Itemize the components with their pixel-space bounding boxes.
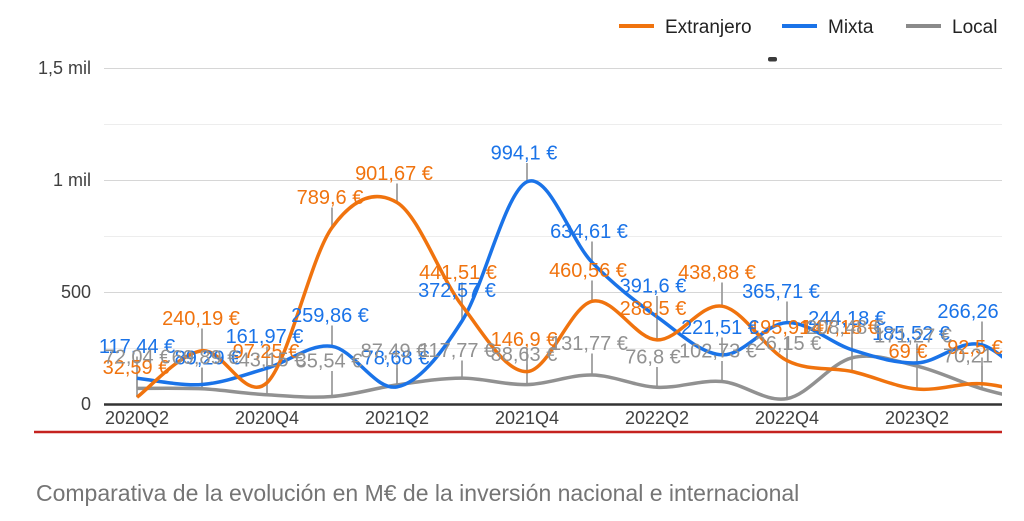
svg-text:438,88 €: 438,88 € [678, 262, 756, 284]
svg-text:69 €: 69 € [889, 341, 928, 363]
svg-text:240,19 €: 240,19 € [162, 308, 240, 330]
svg-text:70,21: 70,21 [943, 346, 993, 368]
svg-text:92,5 €: 92,5 € [947, 337, 1003, 359]
svg-text:391,6 €: 391,6 € [620, 276, 687, 298]
svg-text:97,25 €: 97,25 € [233, 341, 300, 363]
svg-text:2020Q4: 2020Q4 [235, 408, 299, 428]
svg-text:117,77 €: 117,77 € [419, 340, 495, 362]
svg-text:1,5 mil: 1,5 mil [38, 58, 91, 78]
svg-text:Extranjero: Extranjero [665, 17, 752, 38]
svg-text:244,18 €: 244,18 € [808, 308, 886, 330]
svg-text:26,15 €: 26,15 € [755, 333, 822, 355]
svg-text:43,15 €: 43,15 € [239, 350, 306, 372]
svg-text:185,52 €: 185,52 € [872, 323, 950, 345]
svg-text:Mixta: Mixta [828, 17, 874, 38]
svg-text:146,9 €: 146,9 € [491, 329, 558, 351]
svg-text:2023Q2: 2023Q2 [885, 408, 949, 428]
svg-text:221,51 €: 221,51 € [681, 317, 759, 339]
svg-text:2022Q2: 2022Q2 [625, 408, 689, 428]
svg-text:901,67 €: 901,67 € [355, 163, 433, 185]
svg-text:78,68 €: 78,68 € [363, 348, 430, 370]
svg-text:634,61 €: 634,61 € [550, 221, 628, 243]
svg-text:2020Q2: 2020Q2 [105, 408, 169, 428]
svg-text:72,04 €: 72,04 € [104, 347, 171, 369]
svg-text:87,49 €: 87,49 € [361, 341, 428, 363]
svg-text:69,89 €: 69,89 € [172, 347, 239, 369]
svg-text:2021Q2: 2021Q2 [365, 408, 429, 428]
svg-text:171,27 €: 171,27 € [874, 326, 952, 348]
svg-text:288,5 €: 288,5 € [620, 298, 687, 320]
svg-text:994,1 €: 994,1 € [491, 143, 558, 165]
svg-text:500: 500 [61, 282, 91, 302]
svg-text:Comparativa de la evolución en: Comparativa de la evolución en M€ de la … [36, 480, 799, 506]
svg-text:441,51 €: 441,51 € [419, 262, 497, 284]
svg-text:32,59 €: 32,59 € [103, 357, 170, 379]
svg-text:259,86 €: 259,86 € [291, 305, 369, 327]
svg-text:76,8 €: 76,8 € [625, 347, 681, 369]
svg-text:2021Q4: 2021Q4 [495, 408, 559, 428]
svg-text:88,63 €: 88,63 € [491, 344, 558, 366]
svg-text:117,44 €: 117,44 € [99, 336, 175, 358]
svg-text:789,6 €: 789,6 € [297, 187, 364, 209]
svg-text:89,29 €: 89,29 € [175, 348, 242, 370]
svg-text:266,26: 266,26 [937, 301, 998, 323]
svg-text:208,48 €: 208,48 € [806, 317, 884, 339]
svg-text:2022Q4: 2022Q4 [755, 408, 819, 428]
svg-text:147,18 €: 147,18 € [801, 317, 879, 339]
svg-text:131,77 €: 131,77 € [550, 333, 628, 355]
svg-text:460,56 €: 460,56 € [549, 260, 627, 282]
svg-text:365,71 €: 365,71 € [742, 281, 820, 303]
svg-text:102,73 €: 102,73 € [679, 341, 757, 363]
svg-text:1 mil: 1 mil [53, 170, 91, 190]
svg-text:Local: Local [952, 17, 997, 38]
svg-text:161,97 €: 161,97 € [226, 326, 304, 348]
svg-text:372,57 €: 372,57 € [418, 280, 496, 302]
svg-text:195,91 €: 195,91 € [749, 317, 827, 339]
svg-text:0: 0 [81, 394, 91, 414]
svg-text:35,54 €: 35,54 € [296, 351, 363, 373]
